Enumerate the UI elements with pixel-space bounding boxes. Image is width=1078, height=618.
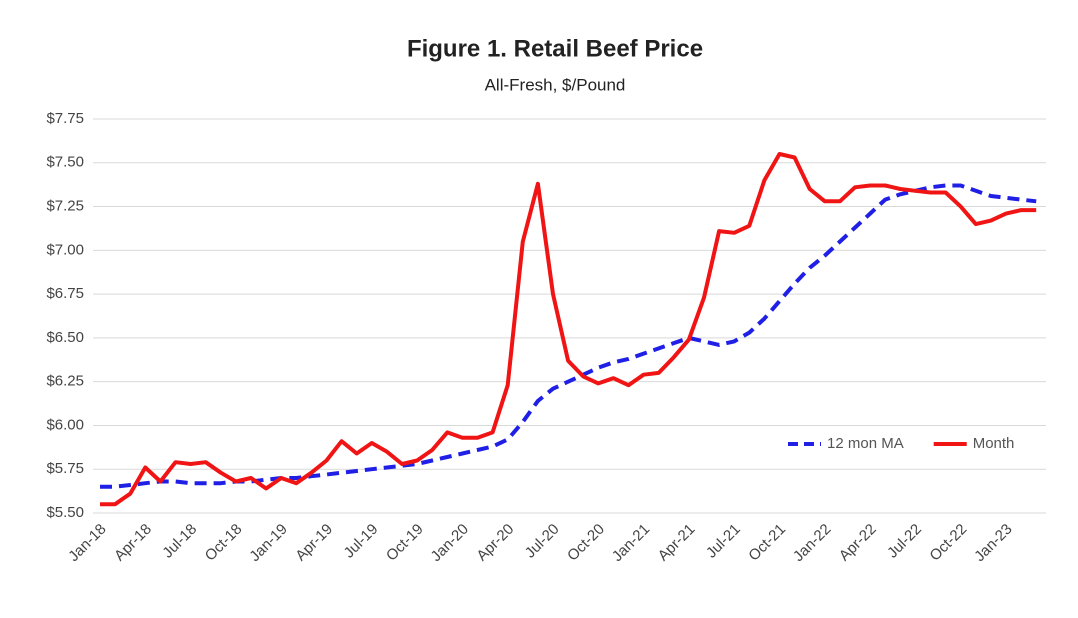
legend-label: 12 mon MA <box>827 435 904 452</box>
y-tick-label: $5.50 <box>46 504 84 521</box>
x-tick-label: Oct-18 <box>202 521 246 565</box>
x-tick-label: Oct-19 <box>383 521 427 565</box>
x-tick-label: Oct-21 <box>745 521 789 565</box>
x-tick-label: Apr-21 <box>655 521 699 565</box>
x-tick-label: Jul-22 <box>884 521 925 562</box>
y-tick-label: $7.50 <box>46 154 84 171</box>
y-tick-label: $6.75 <box>46 285 84 302</box>
x-tick-label: Apr-18 <box>111 521 155 565</box>
y-tick-label: $7.25 <box>46 198 84 215</box>
x-tick-label: Jan-18 <box>65 521 109 565</box>
x-tick-label: Jan-19 <box>246 521 290 565</box>
series-line <box>100 152 1037 507</box>
x-tick-label: Jan-20 <box>428 521 472 565</box>
x-tick-label: Jul-19 <box>341 521 382 562</box>
x-tick-label: Oct-20 <box>564 521 608 565</box>
x-tick-label: Jul-21 <box>703 521 744 562</box>
y-tick-label: $6.25 <box>46 373 84 390</box>
x-tick-label: Apr-19 <box>292 521 336 565</box>
x-tick-label: Jan-23 <box>971 521 1015 565</box>
x-tick-label: Jan-21 <box>609 521 653 565</box>
x-tick-label: Jul-20 <box>522 521 563 562</box>
legend-label: Month <box>973 435 1015 452</box>
chart-subtitle: All-Fresh, $/Pound <box>485 75 626 94</box>
x-tick-label: Apr-22 <box>836 521 880 565</box>
x-tick-label: Apr-20 <box>473 521 517 565</box>
y-tick-label: $6.50 <box>46 329 84 346</box>
x-tick-label: Jul-18 <box>159 521 200 562</box>
chart-title: Figure 1. Retail Beef Price <box>407 35 703 62</box>
x-tick-label: Jan-22 <box>790 521 834 565</box>
y-tick-label: $7.75 <box>46 110 84 127</box>
y-tick-label: $5.75 <box>46 460 84 477</box>
y-tick-label: $7.00 <box>46 241 84 258</box>
y-tick-label: $6.00 <box>46 416 84 433</box>
x-tick-label: Oct-22 <box>926 521 970 565</box>
